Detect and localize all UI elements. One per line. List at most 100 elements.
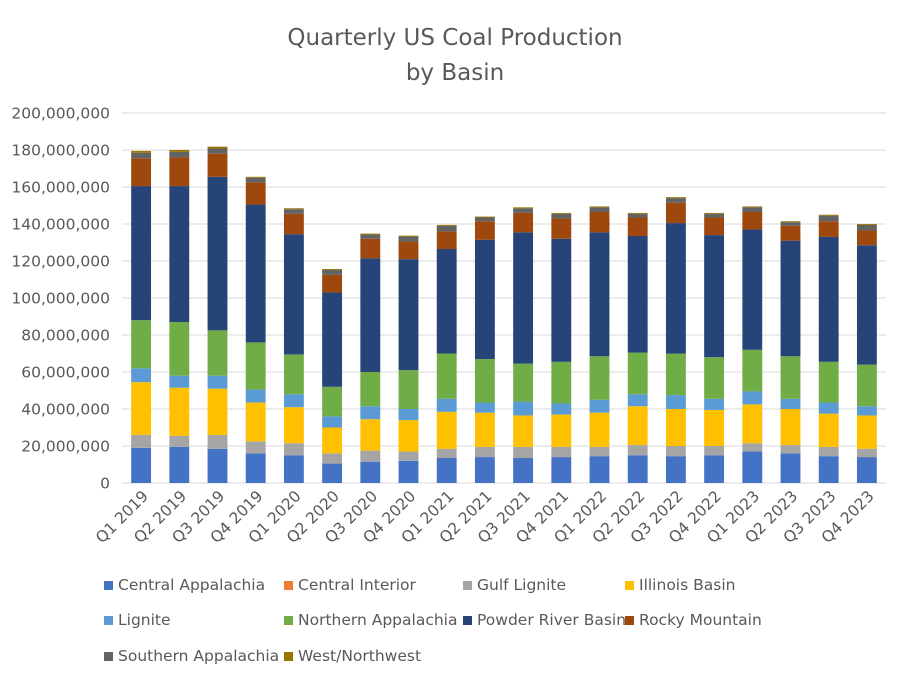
bar-segment <box>474 402 495 413</box>
bar-segment <box>245 204 266 343</box>
bar-segment <box>589 412 610 447</box>
bar-segment <box>780 453 801 483</box>
bar-segment <box>322 292 343 387</box>
bar-segment <box>513 207 534 209</box>
bar-segment <box>665 353 686 396</box>
bar-segment <box>589 207 610 212</box>
legend-swatch <box>284 616 293 625</box>
bar-segment <box>436 448 457 459</box>
bar-segment <box>856 406 877 416</box>
bar-segment <box>589 206 610 208</box>
bar-segment <box>245 453 266 483</box>
bar-segment <box>513 208 534 213</box>
bar-segment <box>322 386 343 417</box>
bar-segment <box>207 146 228 149</box>
bar-segment <box>742 211 763 230</box>
bar-segment <box>322 427 343 454</box>
legend-swatch <box>463 616 472 625</box>
bar-segment <box>436 398 457 412</box>
bar-segment <box>780 222 801 226</box>
bar-segment <box>818 214 839 216</box>
bar-segment <box>551 361 572 404</box>
bar-segment <box>398 420 419 452</box>
bar-segment <box>169 157 190 187</box>
bar-segment <box>398 236 419 242</box>
bar-segment <box>513 232 534 364</box>
bar-segment <box>704 235 725 358</box>
bar-segment <box>742 206 763 208</box>
legend-label: Lignite <box>118 611 171 629</box>
legend-swatch <box>104 581 113 590</box>
bar-segment <box>551 403 572 415</box>
bar-segment <box>665 456 686 483</box>
bar-segment <box>704 398 725 410</box>
chart-title: Quarterly US Coal Production <box>287 25 622 51</box>
bar-segment <box>245 176 266 178</box>
bar-segment <box>131 382 152 435</box>
bar-segment <box>474 446 495 458</box>
bar-segment <box>245 389 266 403</box>
legend-label: Northern Appalachia <box>298 611 457 629</box>
y-tick-label: 0 <box>100 475 110 493</box>
bar-segment <box>742 443 763 452</box>
bar-segment <box>245 342 266 390</box>
bar-segment <box>398 460 419 483</box>
bar-segment <box>856 224 877 231</box>
bar-segment <box>131 158 152 187</box>
bar-segment <box>436 458 457 483</box>
bar-segment <box>360 461 381 483</box>
bar-segment <box>398 259 419 371</box>
bar-segment <box>436 353 457 399</box>
bar-segment <box>589 456 610 483</box>
gridlines <box>122 112 886 484</box>
bar-segment <box>513 446 534 459</box>
bar-segment <box>322 274 343 293</box>
bar-segment <box>513 212 534 233</box>
bar-segment <box>551 212 572 214</box>
bar-segment <box>818 221 839 237</box>
bar-segment <box>398 235 419 237</box>
bar-segment <box>856 415 877 449</box>
bar-segment <box>742 404 763 444</box>
bar-segment <box>627 445 648 456</box>
bar-segment <box>551 218 572 239</box>
bar-segment <box>704 212 725 214</box>
bar-segment <box>742 349 763 392</box>
bar-segment <box>169 387 190 436</box>
bar-segment <box>474 457 495 483</box>
legend: Central Appalachia Central Interior Gulf L… <box>104 576 762 665</box>
bar-segment <box>207 176 228 331</box>
bar-segment <box>360 238 381 259</box>
bar-segment <box>474 217 495 222</box>
y-tick-label: 200,000,000 <box>11 105 110 123</box>
bar-segment <box>589 211 610 233</box>
bar-segment <box>207 375 228 389</box>
bar-segment <box>474 239 495 360</box>
legend-label: West/Northwest <box>298 647 421 665</box>
bar-segment <box>704 455 725 483</box>
bar-segment <box>283 234 304 355</box>
bar-segment <box>169 446 190 483</box>
legend-label: Central Interior <box>298 576 417 594</box>
chart-subtitle: by Basin <box>406 60 504 86</box>
bar-segment <box>665 223 686 354</box>
bar-segment <box>131 150 152 153</box>
y-tick-label: 20,000,000 <box>21 438 110 456</box>
y-tick-label: 120,000,000 <box>11 253 110 271</box>
bar-segment <box>322 269 343 275</box>
legend-label: Central Appalachia <box>118 576 265 594</box>
bar-segment <box>169 186 190 323</box>
bar-segment <box>283 407 304 444</box>
bar-segment <box>665 446 686 457</box>
bar-segment <box>131 152 152 159</box>
bars <box>131 146 877 483</box>
bar-segment <box>474 359 495 403</box>
bar-segment <box>207 388 228 435</box>
bar-segment <box>436 231 457 249</box>
bar-segment <box>245 402 266 442</box>
bar-segment <box>207 153 228 177</box>
bar-segment <box>283 208 304 210</box>
bar-segment <box>551 213 572 219</box>
bar-segment <box>780 221 801 223</box>
